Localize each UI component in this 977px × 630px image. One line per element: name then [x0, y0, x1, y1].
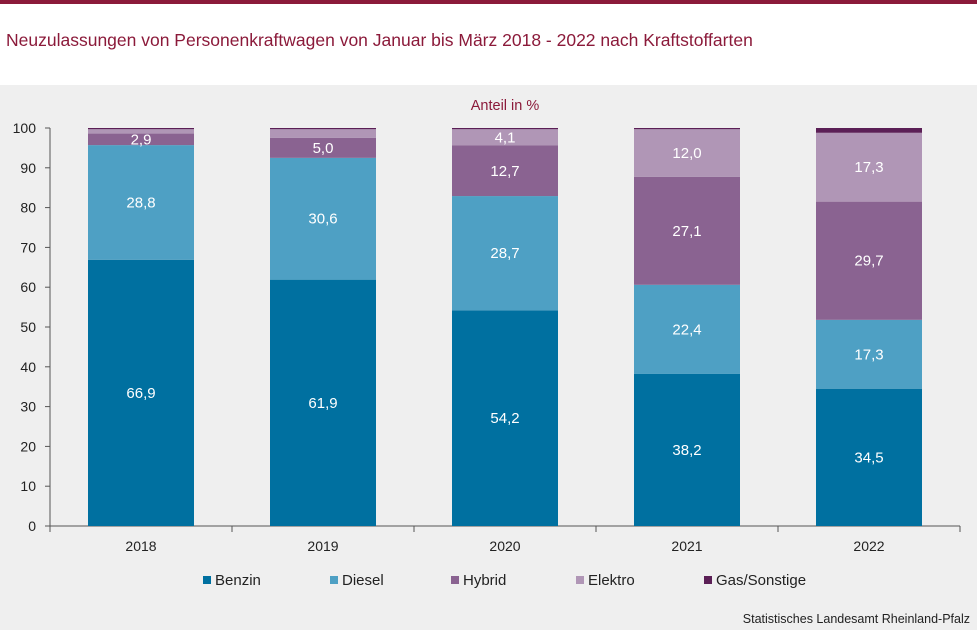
y-tick-label: 20 [20, 438, 36, 454]
bar-segment-gas-sonstige-2022 [816, 128, 922, 133]
bar-segment-benzin-2018 [88, 259, 194, 526]
bar-segment-gas-sonstige-2020 [452, 128, 558, 130]
source-note: Statistisches Landesamt Rheinland-Pfalz [743, 612, 970, 626]
legend-label: Hybrid [463, 572, 506, 589]
bar-segment-elektro-2022 [816, 132, 922, 202]
bar-segment-elektro-2020 [452, 129, 558, 146]
bar-segment-diesel-2018 [88, 145, 194, 260]
bar-segment-hybrid-2021 [634, 176, 740, 285]
bars: 66,9 28,8 2,9 2018 61,9 30,6 5,0 2019 54,2 28,7 12… [88, 128, 922, 554]
data-label: 5,0 [313, 140, 334, 157]
legend-swatch [451, 576, 459, 584]
data-label: 66,9 [126, 385, 155, 402]
data-label: 12,7 [490, 163, 519, 180]
data-label: 61,9 [308, 395, 337, 412]
chart-title: Neuzulassungen von Personenkraftwagen vo… [6, 30, 753, 50]
legend-label: Benzin [215, 572, 261, 589]
data-label: 28,8 [126, 194, 155, 211]
y-tick-label: 0 [28, 518, 36, 534]
y-tick-label: 100 [13, 120, 37, 136]
data-label: 29,7 [854, 253, 883, 270]
y-tick-label: 40 [20, 359, 36, 375]
x-tick-label: 2018 [125, 538, 156, 554]
data-label: 17,3 [854, 346, 883, 363]
bar-segment-gas-sonstige-2021 [634, 128, 740, 130]
y-axis-unit-label: Anteil in % [471, 98, 540, 114]
bar-segment-benzin-2021 [634, 373, 740, 526]
legend-swatch [704, 576, 712, 584]
x-tick-label: 2022 [853, 538, 884, 554]
data-label: 4,1 [495, 129, 516, 146]
top-rule [0, 0, 977, 4]
legend-swatch [203, 576, 211, 584]
bar-segment-gas-sonstige-2018 [88, 128, 194, 130]
bar-segment-diesel-2021 [634, 284, 740, 374]
legend-label: Gas/Sonstige [716, 572, 806, 589]
data-label: 54,2 [490, 410, 519, 427]
y-tick-label: 90 [20, 160, 36, 176]
legend-swatch [576, 576, 584, 584]
data-label: 17,3 [854, 159, 883, 176]
y-tick-label: 50 [20, 319, 36, 335]
bar-segment-diesel-2019 [270, 157, 376, 280]
data-label: 38,2 [672, 442, 701, 459]
legend-label: Elektro [588, 572, 635, 589]
bar-segment-elektro-2019 [270, 129, 376, 138]
bar-segment-hybrid-2020 [452, 145, 558, 197]
y-tick-label: 60 [20, 279, 36, 295]
axes: 0 10 20 30 40 50 60 70 80 90 100 [13, 120, 961, 534]
data-label: 12,0 [672, 145, 701, 162]
y-tick-label: 10 [20, 478, 36, 494]
bar-segment-hybrid-2019 [270, 137, 376, 158]
x-tick-label: 2021 [671, 538, 702, 554]
y-tick-label: 70 [20, 239, 36, 255]
x-tick-label: 2019 [307, 538, 338, 554]
data-label: 2,9 [131, 131, 152, 148]
y-tick-label: 80 [20, 200, 36, 216]
x-tick-label: 2020 [489, 538, 520, 554]
legend: Benzin Diesel Hybrid Elektro Gas/Sonstige [203, 572, 806, 589]
y-tick-label: 30 [20, 399, 36, 415]
bar-segment-elektro-2018 [88, 129, 194, 134]
bar-segment-diesel-2020 [452, 196, 558, 311]
data-label: 28,7 [490, 245, 519, 262]
bar-segment-benzin-2020 [452, 310, 558, 526]
legend-swatch [330, 576, 338, 584]
data-label: 34,5 [854, 449, 883, 466]
bar-segment-hybrid-2022 [816, 201, 922, 320]
bar-segment-elektro-2021 [634, 129, 740, 177]
data-label: 22,4 [672, 321, 701, 338]
bar-segment-hybrid-2018 [88, 133, 194, 146]
data-label: 27,1 [672, 223, 701, 240]
bar-segment-diesel-2022 [816, 319, 922, 389]
bar-segment-gas-sonstige-2019 [270, 128, 376, 130]
legend-label: Diesel [342, 572, 384, 589]
bar-segment-benzin-2022 [816, 388, 922, 526]
data-label: 30,6 [308, 211, 337, 228]
bar-segment-benzin-2019 [270, 279, 376, 526]
